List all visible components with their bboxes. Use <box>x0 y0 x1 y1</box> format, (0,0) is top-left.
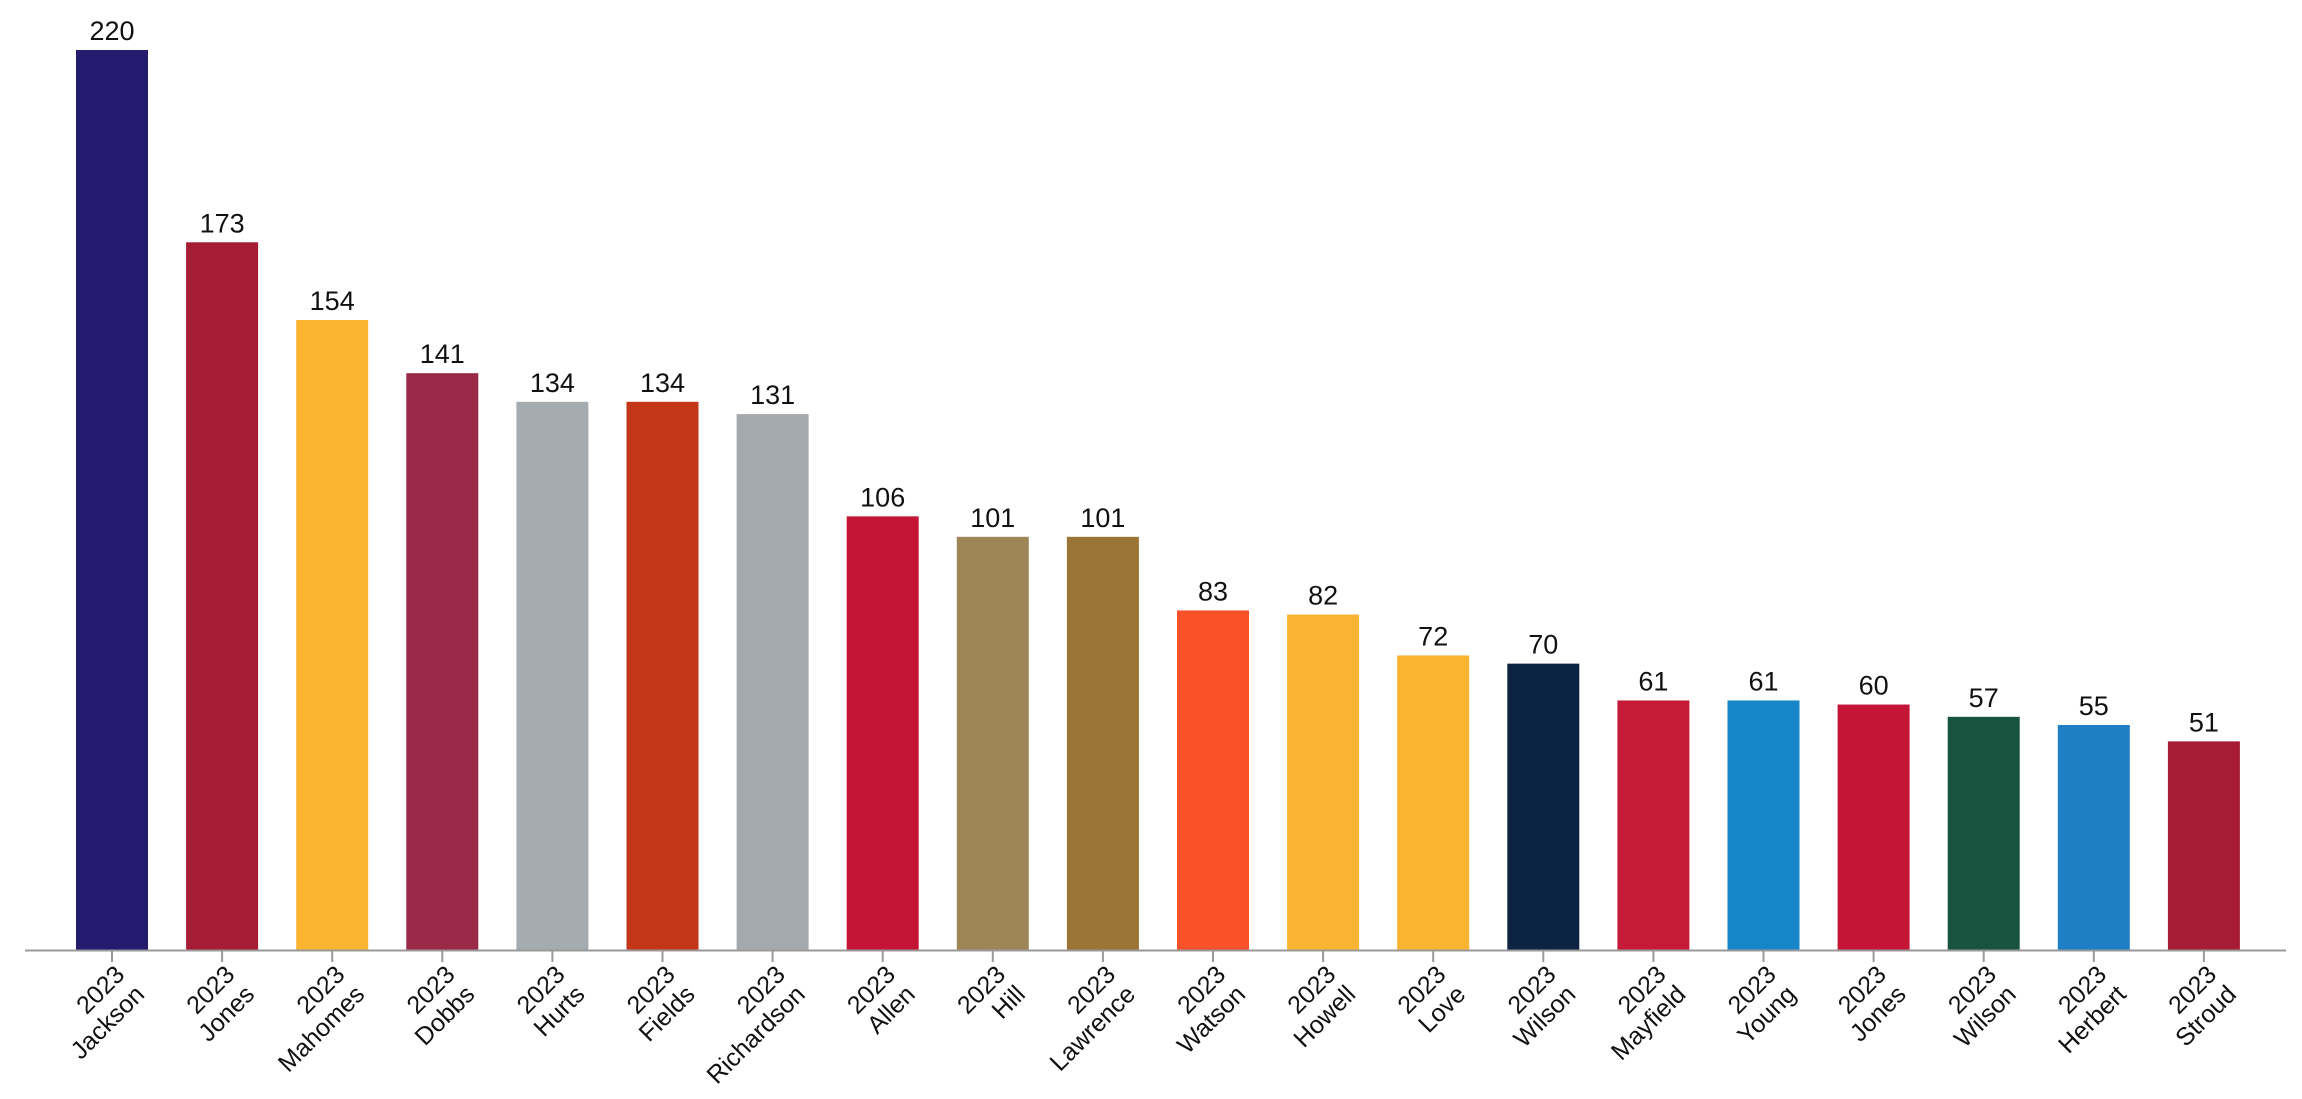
bar-6 <box>626 401 699 950</box>
data-label-5: 134 <box>530 368 575 398</box>
bar-10 <box>1066 536 1139 950</box>
bar-1 <box>76 50 148 950</box>
data-label-17: 60 <box>1859 671 1889 701</box>
data-label-8: 106 <box>860 482 905 512</box>
bar-20 <box>2167 741 2240 950</box>
bar-5 <box>516 401 589 950</box>
bar-15 <box>1617 700 1690 950</box>
data-label-10: 101 <box>1080 503 1125 533</box>
bar-12 <box>1287 614 1360 950</box>
bar-2 <box>186 242 259 951</box>
bar-19 <box>2057 725 2130 950</box>
bar-17 <box>1837 704 1910 950</box>
bar-9 <box>956 536 1029 950</box>
bar-13 <box>1397 655 1470 950</box>
bar-4 <box>406 373 479 950</box>
data-label-3: 154 <box>310 286 355 316</box>
data-label-7: 131 <box>750 380 795 410</box>
bars-layer <box>76 50 2240 951</box>
bar-18 <box>1947 716 2020 950</box>
bar-16 <box>1727 700 1800 950</box>
data-label-11: 83 <box>1198 576 1228 606</box>
data-label-2: 173 <box>200 208 245 238</box>
data-label-13: 72 <box>1418 621 1448 651</box>
data-label-4: 141 <box>420 339 465 369</box>
bar-11 <box>1177 610 1249 950</box>
bar-14 <box>1507 663 1580 950</box>
value-labels-layer: 220 173 154 141 134 134 131 106 101 101 83 82 72 70 61… <box>89 16 2218 737</box>
data-label-14: 70 <box>1528 630 1558 660</box>
data-label-16: 61 <box>1748 666 1778 696</box>
data-label-20: 51 <box>2189 707 2219 737</box>
data-label-19: 55 <box>2079 691 2109 721</box>
data-label-6: 134 <box>640 368 685 398</box>
bar-7 <box>736 414 809 950</box>
data-label-18: 57 <box>1969 683 1999 713</box>
bar-3 <box>296 320 369 950</box>
data-label-9: 101 <box>970 503 1015 533</box>
data-label-1: 220 <box>89 16 134 46</box>
bar-8 <box>846 516 919 950</box>
data-label-15: 61 <box>1638 666 1668 696</box>
data-label-12: 82 <box>1308 581 1338 611</box>
